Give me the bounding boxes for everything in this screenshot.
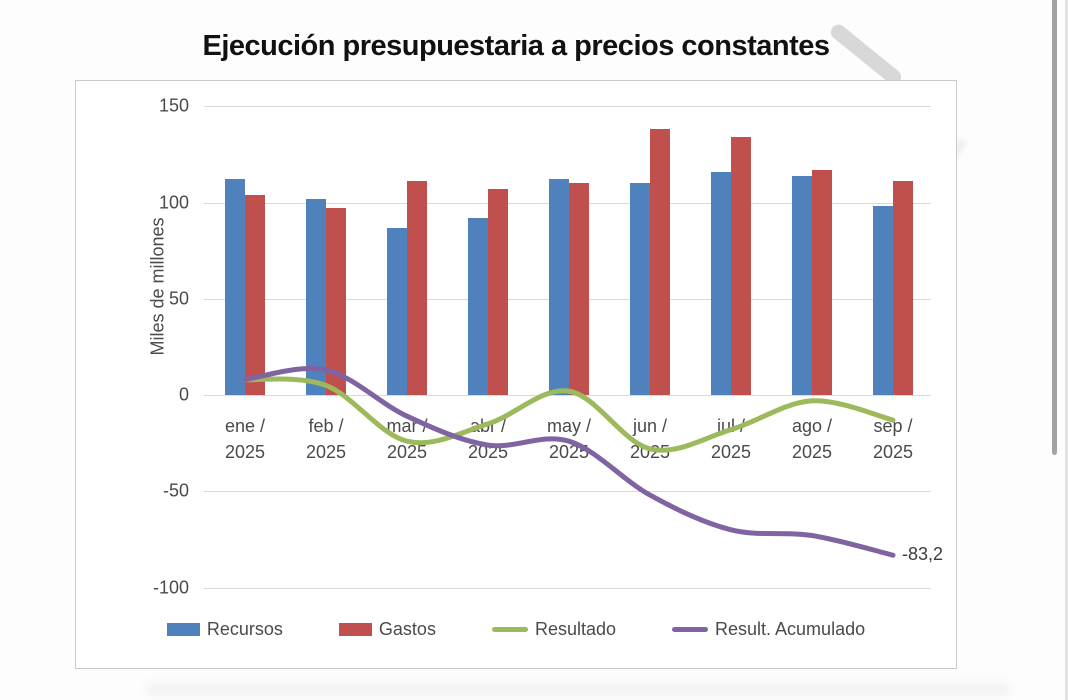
bar-gastos: [812, 169, 832, 395]
legend-line-swatch: [672, 627, 709, 632]
chart-legend: Recursos Gastos Resultado Result. Acumulado: [76, 619, 956, 640]
bar-recursos: [792, 175, 812, 395]
bar-gastos: [488, 189, 508, 395]
bar-gastos: [731, 137, 751, 395]
legend-label: Gastos: [378, 619, 436, 639]
bar-gastos: [893, 181, 913, 395]
bar-recursos: [306, 198, 326, 395]
y-tick-label: -100: [152, 577, 189, 597]
bar-gastos: [569, 183, 589, 395]
end-value-label: -83,2: [902, 544, 944, 564]
bar-recursos: [711, 171, 731, 395]
bar-recursos: [873, 206, 893, 395]
bar-gastos: [326, 208, 346, 395]
gridline: [204, 395, 931, 396]
legend-bar-swatch: [338, 623, 372, 636]
gridline: [204, 106, 931, 108]
bar-recursos: [630, 183, 650, 395]
x-tick-label: feb /2025: [305, 416, 347, 462]
y-tick-label: 150: [158, 95, 189, 116]
legend-label: Recursos: [206, 619, 283, 639]
x-tick-label: ene /2025: [224, 416, 266, 462]
legend-item-result-acumulado: Result. Acumulado: [672, 619, 865, 640]
y-tick-label: 100: [158, 192, 189, 212]
y-axis-title: Miles de millones: [147, 217, 168, 356]
legend-bar-swatch: [166, 623, 200, 636]
y-tick-label: -50: [162, 480, 189, 501]
x-tick-label: sep /2025: [872, 416, 914, 462]
scrollbar-thumb[interactable]: [1052, 0, 1057, 455]
chart-panel: Miles de millones 150 100 50 0 -50 -100 ene /2…: [75, 80, 957, 669]
legend-label: Result. Acumulado: [715, 619, 866, 639]
bar-gastos: [407, 181, 427, 395]
bar-recursos: [387, 227, 407, 395]
bar-recursos: [549, 179, 569, 395]
x-tick-label: ago /2025: [791, 416, 833, 462]
x-tick-label: jun /2025: [629, 416, 671, 462]
legend-item-recursos: Recursos: [166, 619, 283, 640]
bar-gastos: [245, 194, 265, 395]
bar-recursos: [225, 179, 245, 395]
x-tick-label: may /2025: [546, 416, 591, 462]
bar-gastos: [650, 129, 670, 395]
legend-line-swatch: [491, 627, 528, 632]
y-tick-label: 50: [168, 288, 189, 309]
x-tick-label: mar /2025: [386, 416, 428, 462]
cutoff-content-blur: [145, 682, 1010, 696]
y-tick-label: 0: [178, 384, 189, 405]
bar-recursos: [468, 217, 488, 395]
gridline: [204, 587, 931, 589]
legend-item-resultado: Resultado: [491, 619, 617, 640]
chart-title: Ejecución presupuestaria a precios const…: [202, 30, 830, 62]
legend-label: Resultado: [534, 619, 617, 639]
x-tick-label: abr /2025: [467, 416, 509, 462]
legend-item-gastos: Gastos: [338, 619, 436, 640]
window-edge: [1065, 0, 1068, 700]
x-tick-label: jul /2025: [710, 416, 752, 462]
gridline: [204, 491, 931, 493]
